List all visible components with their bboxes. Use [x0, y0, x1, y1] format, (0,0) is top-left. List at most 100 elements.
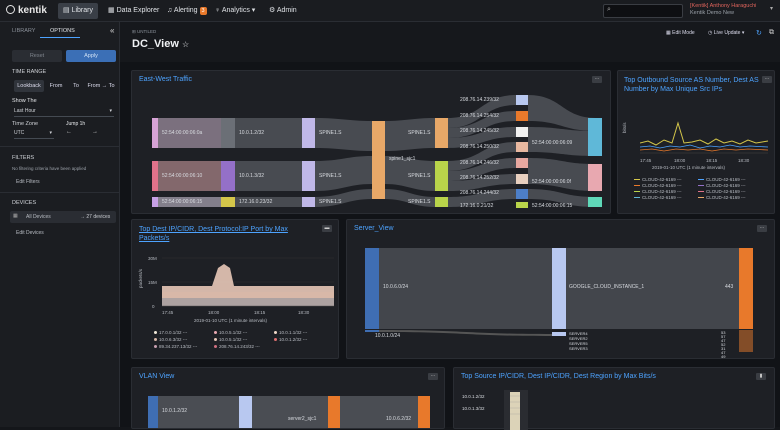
- legend-item[interactable]: CLOUD-42-6169 ---: [634, 183, 682, 188]
- tab-options[interactable]: OPTIONS: [50, 28, 75, 34]
- panel-menu-icon[interactable]: ▬: [322, 225, 332, 232]
- sankey-label: 10.0.6.0/24: [383, 284, 409, 290]
- bell-icon: ♫: [167, 7, 174, 14]
- tab-library[interactable]: LIBRARY: [12, 28, 36, 34]
- legend-item[interactable]: 10.0.5.1/32 ---: [214, 337, 247, 342]
- panel-vlan-view: VLAN View ··· 10.0.1.2/32 server2_sjc1 1…: [131, 367, 445, 429]
- panel-title[interactable]: Server_View: [354, 225, 394, 232]
- legend-item[interactable]: CLOUD-42-6169 ---: [634, 189, 682, 194]
- reset-button[interactable]: Reset: [12, 50, 62, 62]
- time-range-select[interactable]: Last Hour ▾: [14, 106, 114, 117]
- legend-item[interactable]: 17.0.0.1/32 ---: [154, 330, 187, 335]
- legend-item[interactable]: CLOUD-42-6169 ---: [698, 189, 746, 194]
- dashboard-header: ⊞ UNTILED DC_View ☆ ▦ Edit Mode ◷ Live U…: [120, 22, 780, 62]
- sankey-node: [588, 164, 602, 191]
- sankey-label: 208.76.14.254/32: [460, 113, 499, 119]
- kentik-logo[interactable]: kentik: [6, 5, 47, 16]
- sankey-node: [516, 95, 528, 105]
- sankey-node: [221, 118, 235, 148]
- all-devices-row[interactable]: ▦ All Devices → 27 devices: [10, 211, 116, 223]
- sankey-node: [516, 174, 528, 184]
- sankey-label: SPINE1.S: [408, 199, 431, 205]
- page-title: DC_View ☆: [132, 38, 190, 50]
- nav-admin[interactable]: ⚙ Admin: [269, 7, 297, 14]
- outbound-line-chart: [640, 121, 769, 154]
- legend-item[interactable]: CLOUD-42-6169 ---: [698, 195, 746, 200]
- sankey-label: SPINE1.S: [408, 130, 431, 136]
- jump-back-icon[interactable]: ←: [66, 129, 72, 135]
- panel-server-view: Server_View ··· 10.0.6.0/24 10.0.1.0/24 …: [346, 219, 775, 359]
- panel-menu-icon[interactable]: ···: [592, 76, 602, 83]
- jump-forward-icon[interactable]: →: [92, 129, 98, 135]
- chevron-down-icon: ▾: [109, 108, 112, 114]
- legend-item[interactable]: CLOUD-42-6169 ---: [634, 195, 682, 200]
- live-update-select[interactable]: ◷ Live Update ▾: [708, 30, 745, 36]
- options-sidebar: LIBRARY OPTIONS « Reset Apply TIME RANGE…: [0, 22, 120, 427]
- x-tick: 18:30: [298, 310, 310, 315]
- sankey-label: 47: [721, 338, 726, 343]
- panel-title[interactable]: Top Dest IP/CIDR, Dest Protocol:IP Port …: [139, 226, 288, 242]
- panel-title[interactable]: Top Outbound Source AS Number, Dest AS N…: [624, 77, 759, 93]
- row-label: 10.0.1.3/32: [462, 406, 485, 411]
- sankey-label: 10.0.1.3/32: [239, 173, 265, 179]
- lookback-toggle[interactable]: Lookback: [14, 80, 44, 92]
- edit-devices-button[interactable]: Edit Devices: [16, 230, 44, 236]
- from-to-toggle[interactable]: From → To: [87, 83, 115, 89]
- sankey-node: [239, 396, 252, 428]
- legend-item[interactable]: CLOUD-42-6169 ---: [698, 183, 746, 188]
- panel-east-west-traffic: East-West Traffic ···: [131, 70, 611, 214]
- time-zone-select[interactable]: UTC ▾: [14, 128, 54, 139]
- legend-item[interactable]: CLOUD-42-6169 ---: [698, 177, 746, 182]
- sankey-label: SPINE1.S: [408, 173, 431, 179]
- gear-icon: ⚙: [269, 7, 277, 14]
- panel-title[interactable]: East-West Traffic: [139, 76, 193, 83]
- edit-mode-button[interactable]: ▦ Edit Mode: [666, 30, 695, 36]
- star-icon[interactable]: ☆: [181, 40, 190, 49]
- to-toggle[interactable]: To: [73, 83, 79, 89]
- panel-title[interactable]: VLAN View: [139, 373, 175, 380]
- sankey-label: 10.0.6.2/32: [386, 416, 412, 422]
- source-ip-chart: [504, 390, 528, 430]
- nav-data-explorer[interactable]: ▦ Data Explorer: [108, 7, 160, 14]
- sankey-label: 52: [721, 342, 726, 347]
- all-devices-label: All Devices: [26, 214, 51, 220]
- legend-item[interactable]: CLOUD-42-6169 ---: [634, 177, 682, 182]
- sankey-label: SERVER2: [569, 336, 588, 341]
- panel-top-source-ip: Top Source IP/CIDR, Dest IP/CIDR, Dest R…: [453, 367, 775, 430]
- breadcrumb[interactable]: ⊞ UNTILED: [132, 29, 157, 34]
- panel-title[interactable]: Top Source IP/CIDR, Dest IP/CIDR, Dest R…: [461, 373, 656, 380]
- legend-item[interactable]: 89.34.237.13/32 ---: [154, 344, 197, 349]
- sankey-node: [221, 161, 235, 191]
- apply-button[interactable]: Apply: [66, 50, 116, 62]
- divider: [0, 192, 120, 193]
- collapse-icon[interactable]: «: [110, 26, 115, 35]
- sankey-node: [516, 127, 528, 137]
- edit-filters-button[interactable]: Edit Filters: [16, 179, 40, 185]
- from-toggle[interactable]: From: [49, 83, 63, 89]
- book-icon: ▤: [63, 7, 72, 14]
- nav-analytics[interactable]: ♀ Analytics ▾: [215, 7, 256, 14]
- search-input[interactable]: ⌕: [603, 4, 683, 18]
- legend-item[interactable]: 10.0.5.1/32 ---: [214, 330, 247, 335]
- legend-item[interactable]: 10.0.1.1/32 ---: [274, 330, 307, 335]
- sankey-label: 208.76.14.252/32: [460, 175, 499, 181]
- panel-menu-icon[interactable]: ···: [757, 225, 767, 232]
- sankey-node: [588, 118, 602, 156]
- panel-menu-icon[interactable]: ···: [428, 373, 438, 380]
- search-icon: ⌕: [607, 6, 611, 13]
- legend-item[interactable]: 10.0.1.2/32 ---: [274, 337, 307, 342]
- user-menu[interactable]: [Kentik] Anthony Haraguchi Kentik Demo N…: [690, 3, 756, 17]
- panel-menu-icon[interactable]: ▮: [756, 373, 766, 380]
- sankey-node: [516, 202, 528, 208]
- refresh-icon[interactable]: ↻: [756, 30, 762, 37]
- sankey-node: [552, 248, 566, 329]
- share-icon[interactable]: ⧉: [769, 29, 774, 36]
- sankey-label: 172.16.0.21/32: [460, 203, 494, 209]
- legend-item[interactable]: 208.76.14.243/32 ---: [214, 344, 260, 349]
- legend-item[interactable]: 10.0.6.3/32 ---: [154, 337, 187, 342]
- nav-alerting[interactable]: ♫ Alerting 3: [167, 7, 207, 15]
- chevron-down-icon[interactable]: ▾: [770, 6, 774, 12]
- nav-library[interactable]: ▤ Library: [58, 3, 98, 19]
- panel-menu-icon[interactable]: ···: [762, 76, 772, 83]
- x-tick: 18:30: [738, 158, 750, 163]
